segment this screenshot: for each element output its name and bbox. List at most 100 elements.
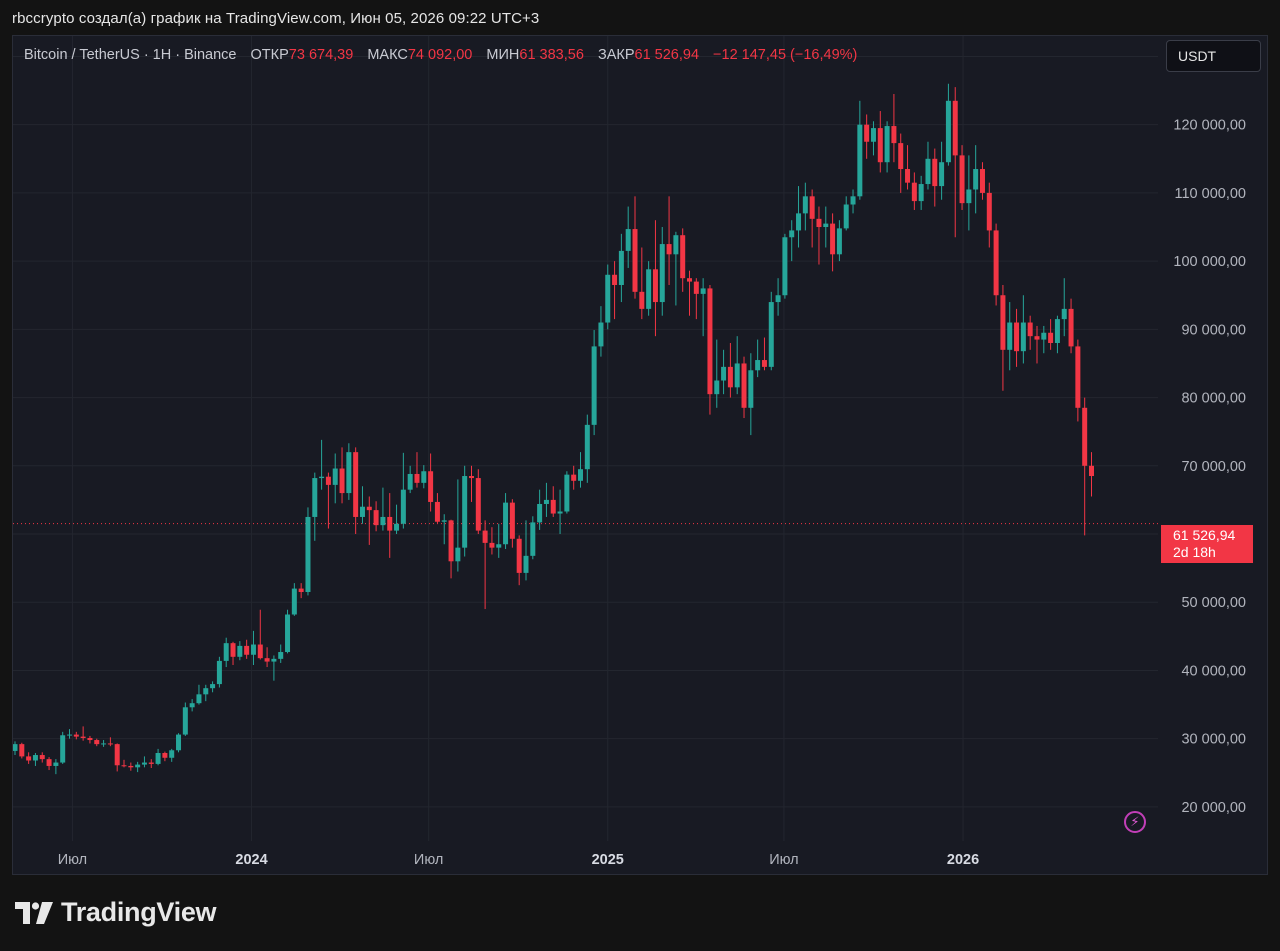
candle-up [782, 233, 788, 299]
candle-down [911, 172, 917, 210]
y-tick-label: 120 000,00 [1173, 118, 1246, 134]
candle-down [864, 114, 870, 159]
candle-up [203, 684, 209, 702]
candle-up [13, 741, 18, 756]
candle-up [836, 220, 842, 262]
candle-up [721, 349, 727, 395]
y-tick-label: 40 000,00 [1181, 663, 1246, 679]
candle-up [768, 291, 774, 371]
candle-up [659, 227, 665, 316]
candle-up [530, 516, 536, 560]
candle-up [625, 206, 631, 268]
candle-up [319, 439, 325, 490]
x-tick-label: 2025 [592, 852, 624, 868]
candle-down [339, 447, 345, 504]
candle-down [489, 527, 495, 555]
candle-down [612, 261, 618, 320]
candle-down [475, 469, 481, 535]
candle-up [1041, 325, 1047, 354]
candle-up [775, 278, 781, 316]
candle-down [19, 742, 25, 759]
y-tick-label: 80 000,00 [1181, 391, 1246, 407]
candle-down [121, 759, 127, 768]
low-label: МИН [486, 47, 520, 63]
candle-down [932, 148, 938, 207]
candle-up [646, 261, 652, 316]
candle-up [748, 353, 754, 436]
candle-down [687, 270, 693, 316]
y-tick-label: 20 000,00 [1181, 800, 1246, 816]
candle-down [482, 520, 488, 610]
candle-down [26, 752, 32, 764]
candle-up [169, 748, 175, 762]
candle-down [387, 493, 393, 558]
candle-down [73, 731, 79, 740]
candle-down [1014, 308, 1020, 367]
candle-up [60, 731, 66, 764]
candle-up [966, 155, 972, 231]
symbol-label[interactable]: Bitcoin / TetherUS · 1H · Binance [24, 47, 237, 63]
candle-up [155, 748, 161, 766]
candle-up [455, 479, 461, 572]
tradingview-wordmark: TradingView [61, 897, 217, 927]
candle-down [891, 93, 897, 163]
candle-up [223, 637, 229, 668]
y-tick-label: 100 000,00 [1173, 254, 1246, 270]
candle-down [898, 133, 904, 193]
candle-up [870, 121, 876, 156]
y-tick-label: 50 000,00 [1181, 595, 1246, 611]
candle-up [421, 465, 427, 489]
candle-up [1054, 315, 1060, 354]
candle-up [305, 507, 311, 596]
candle-up [189, 699, 195, 712]
candle-down [1000, 285, 1006, 391]
candle-up [537, 489, 543, 530]
candle-up [843, 196, 849, 231]
candle-up [1061, 278, 1067, 337]
x-tick-label: 2026 [947, 852, 979, 868]
open-value: 73 674,39 [288, 47, 354, 63]
change-value: −12 147,45 (−16,49%) [713, 47, 858, 63]
candle-up [503, 493, 509, 550]
candle-down [986, 182, 992, 248]
candle-up [237, 641, 243, 661]
candle-up [850, 189, 856, 214]
candle-up [591, 330, 597, 436]
open-label: ОТКР [250, 47, 289, 63]
tradingview-logo: TradingView [15, 897, 217, 928]
candle-down [516, 535, 522, 586]
candle-down [1075, 339, 1081, 422]
y-tick-label: 90 000,00 [1181, 322, 1246, 338]
candle-down [761, 337, 767, 371]
candle-up [802, 182, 808, 231]
candle-up [182, 702, 188, 736]
candle-up [918, 175, 924, 210]
candle-down [39, 752, 45, 763]
candles [13, 83, 1094, 775]
x-tick-label: 2024 [235, 852, 267, 868]
candle-up [141, 756, 147, 768]
candle-up [584, 414, 590, 483]
candle-up [462, 465, 468, 557]
candle-down [639, 247, 645, 320]
candle-up [135, 761, 141, 773]
y-tick-label: 30 000,00 [1181, 732, 1246, 748]
candle-down [1082, 397, 1088, 536]
candle-up [618, 233, 624, 303]
candle-down [353, 447, 359, 535]
candle-up [380, 487, 386, 531]
lightning-alert-icon[interactable]: ⚡ [1124, 811, 1146, 833]
candle-up [210, 681, 216, 693]
candle-down [816, 206, 822, 265]
candle-up [359, 486, 365, 524]
candle-down [877, 111, 883, 173]
candle-down [809, 189, 815, 248]
candle-up [1020, 295, 1026, 364]
candle-up [578, 452, 583, 488]
candle-down [434, 493, 440, 524]
candle-up [796, 186, 802, 248]
currency-button[interactable]: USDT [1166, 40, 1261, 72]
